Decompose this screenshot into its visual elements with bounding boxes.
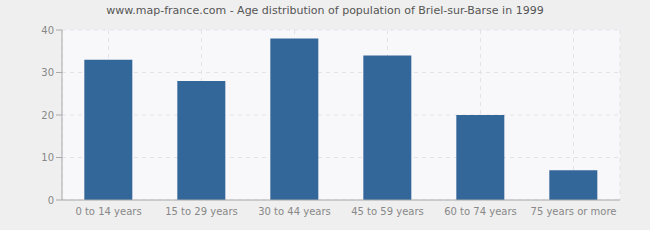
- html-text:www.map-france.com - Age distr: www.map-france.com - Age distribution of…: [106, 4, 544, 17]
- svg-text:45 to 59 years: 45 to 59 years: [351, 206, 424, 217]
- svg-text:40: 40: [41, 25, 54, 36]
- svg-text:30 to 44 years: 30 to 44 years: [258, 206, 331, 217]
- svg-text:15 to 29 years: 15 to 29 years: [165, 206, 238, 217]
- svg-text:0 to 14 years: 0 to 14 years: [75, 206, 141, 217]
- svg-text:75 years or more: 75 years or more: [531, 206, 617, 217]
- svg-text:30: 30: [41, 67, 54, 78]
- svg-text:60 to 74 years: 60 to 74 years: [444, 206, 517, 217]
- svg-text:20: 20: [41, 110, 54, 121]
- svg-text:10: 10: [41, 152, 54, 163]
- svg-text:0: 0: [48, 195, 54, 206]
